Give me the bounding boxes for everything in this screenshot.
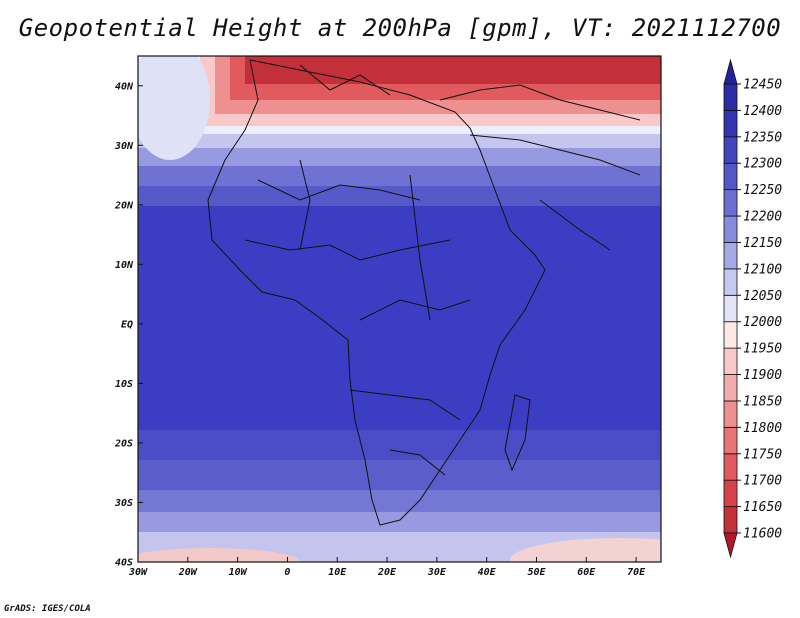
country-borders (207, 59, 641, 526)
lon-tick-label: 30E (427, 567, 447, 578)
lat-tick-label: 40N (115, 81, 134, 92)
colorbar-segment (723, 321, 738, 349)
colorbar-segment (723, 506, 738, 534)
lat-tick-label: 10S (115, 379, 133, 390)
colorbar-label: 11750 (743, 447, 782, 462)
longitude-axis: 30W 20W 10W 0 10E 20E 30E 40E 50E 60E 70E (128, 557, 646, 578)
colorbar-label: 11600 (743, 527, 782, 542)
colorbar-segment (723, 347, 738, 375)
colorbar-segment (723, 242, 738, 270)
latitude-axis: 40N 30N 20N 10N EQ 10S 20S 30S 40S (114, 81, 143, 569)
colorbar-segment (723, 162, 738, 191)
lon-tick-label: 40E (478, 567, 497, 578)
colorbar-label: 11700 (743, 474, 782, 489)
lat-tick-label: 30S (114, 498, 133, 509)
colorbar-label: 12450 (743, 78, 782, 93)
lon-tick-label: 20W (178, 567, 198, 578)
colorbar-segment (723, 110, 738, 138)
chart-title: Geopotential Height at 200hPa [gpm], VT:… (18, 14, 782, 42)
colorbar-label: 12200 (743, 210, 782, 225)
colorbar-segment (723, 426, 738, 455)
lat-tick-label: 20N (114, 200, 134, 211)
colorbar-label: 11650 (743, 500, 782, 515)
colorbar-label: 12400 (743, 104, 782, 119)
colorbar-segment (723, 374, 738, 402)
colorbar-segment (723, 294, 738, 323)
colorbar-label: 12300 (743, 157, 782, 172)
lat-tick-label: 10N (115, 260, 134, 271)
lon-tick-label: 70E (627, 567, 646, 578)
colorbar-label: 12150 (743, 236, 782, 251)
colorbar-label: 11800 (743, 421, 782, 436)
colorbar-label: 11950 (743, 342, 782, 357)
lon-tick-label: 30W (128, 567, 148, 578)
plot-frame (137, 55, 662, 563)
colorbar-segment (723, 189, 738, 217)
lat-tick-label: 20S (114, 438, 133, 449)
lon-tick-label: 60E (577, 567, 596, 578)
colorbar-segment (723, 268, 738, 296)
colorbar-label: 12350 (743, 130, 782, 145)
colorbar-label: 12250 (743, 183, 782, 198)
colorbar-bottom-arrow (723, 532, 738, 559)
credit-text: GrADS: IGES/COLA (4, 604, 91, 614)
colorbar-segment (723, 136, 738, 164)
lon-tick-label: 50E (527, 567, 546, 578)
colorbar-segment (723, 479, 738, 507)
colorbar-label: 12000 (743, 315, 782, 330)
colorbar-label: 12100 (743, 262, 782, 277)
colorbar-segment (723, 400, 738, 428)
colorbar-top-arrow (723, 58, 738, 85)
colorbar-label: 11850 (743, 394, 782, 409)
colorbar-label: 12050 (743, 289, 782, 304)
lat-tick-label: 30N (114, 141, 134, 152)
lon-tick-label: 20E (377, 567, 397, 578)
colorbar-label: 11900 (743, 368, 782, 383)
colorbar-segment (723, 453, 738, 481)
lon-tick-label: 10E (328, 567, 347, 578)
lon-tick-label: 0 (284, 567, 290, 578)
geopotential-height-field (138, 56, 661, 562)
lat-tick-label: EQ (121, 319, 133, 330)
lat-tick-label: 40S (115, 558, 133, 569)
lon-tick-label: 10W (229, 567, 248, 578)
colorbar-segment (723, 215, 738, 243)
colorbar-segment (723, 83, 738, 111)
colorbar-legend: 11600 11650 11700 11750 11800 11850 11900 11950… (723, 58, 782, 559)
